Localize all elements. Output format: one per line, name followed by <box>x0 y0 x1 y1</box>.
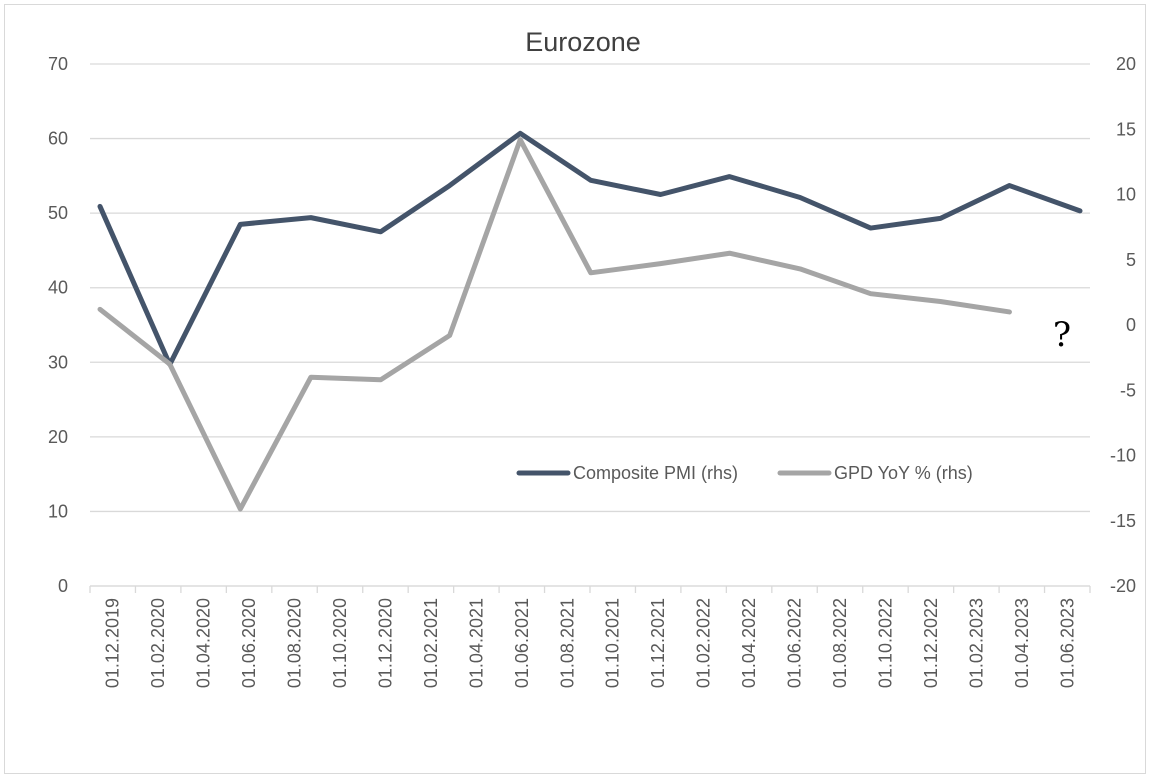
x-tick-label: 01.04.2022 <box>739 598 759 688</box>
question-mark-annotation: ? <box>1053 315 1071 355</box>
x-tick-label: 01.12.2019 <box>103 598 123 688</box>
left-tick-label: 50 <box>48 203 68 223</box>
x-tick-label: 01.04.2020 <box>194 598 214 688</box>
x-tick-label: 01.06.2020 <box>239 598 259 688</box>
left-tick-label: 20 <box>48 427 68 447</box>
series-lines <box>97 130 1083 512</box>
x-tick-label: 01.12.2021 <box>648 598 668 688</box>
series-line-composite-pmi <box>97 130 1083 368</box>
x-tick-label: 01.06.2022 <box>785 598 805 688</box>
right-tick-label: 15 <box>1116 119 1136 139</box>
x-tick-label: 01.12.2020 <box>375 598 395 688</box>
right-tick-label: -10 <box>1110 446 1136 466</box>
right-tick-label: 20 <box>1116 54 1136 74</box>
x-tick-label: 01.08.2022 <box>830 598 850 688</box>
left-tick-label: 60 <box>48 129 68 149</box>
x-axis-ticks: 01.12.2019 01.02.2020 01.04.2020 01.06.2020… <box>89 585 1091 688</box>
left-axis-ticks: 0 10 20 30 40 50 60 70 <box>48 54 68 596</box>
legend-label: Composite PMI (rhs) <box>573 463 738 483</box>
x-tick-label: 01.06.2021 <box>512 598 532 688</box>
right-axis-ticks: -20 -15 -10 -5 0 5 10 15 20 <box>1110 54 1136 596</box>
right-tick-label: -15 <box>1110 511 1136 531</box>
right-tick-label: 5 <box>1126 250 1136 270</box>
left-tick-label: 10 <box>48 501 68 521</box>
x-tick-label: 01.10.2021 <box>603 598 623 688</box>
x-tick-label: 01.06.2023 <box>1057 598 1077 688</box>
left-tick-label: 70 <box>48 54 68 74</box>
x-tick-label: 01.04.2021 <box>466 598 486 688</box>
chart-frame <box>4 4 1146 774</box>
right-tick-label: -20 <box>1110 576 1136 596</box>
right-tick-label: 10 <box>1116 185 1136 205</box>
x-tick-label: 01.10.2022 <box>875 598 895 688</box>
x-tick-label: 01.02.2021 <box>421 598 441 688</box>
x-tick-label: 01.02.2022 <box>694 598 714 688</box>
x-tick-label: 01.08.2020 <box>285 598 305 688</box>
x-tick-label: 01.10.2020 <box>330 598 350 688</box>
right-tick-label: 0 <box>1126 315 1136 335</box>
x-tick-label: 01.12.2022 <box>921 598 941 688</box>
left-tick-label: 0 <box>58 576 68 596</box>
x-tick-label: 01.02.2023 <box>966 598 986 688</box>
right-tick-label: -5 <box>1120 380 1136 400</box>
series-line-gdp-yoy <box>97 137 1012 512</box>
legend-label: GPD YoY % (rhs) <box>834 463 973 483</box>
x-tick-label: 01.08.2021 <box>557 598 577 688</box>
legend: Composite PMI (rhs) GPD YoY % (rhs) <box>516 463 973 483</box>
chart-title: Eurozone <box>525 27 641 57</box>
left-tick-label: 40 <box>48 278 68 298</box>
left-tick-label: 30 <box>48 352 68 372</box>
x-tick-label: 01.04.2023 <box>1012 598 1032 688</box>
x-tick-label: 01.02.2020 <box>148 598 168 688</box>
